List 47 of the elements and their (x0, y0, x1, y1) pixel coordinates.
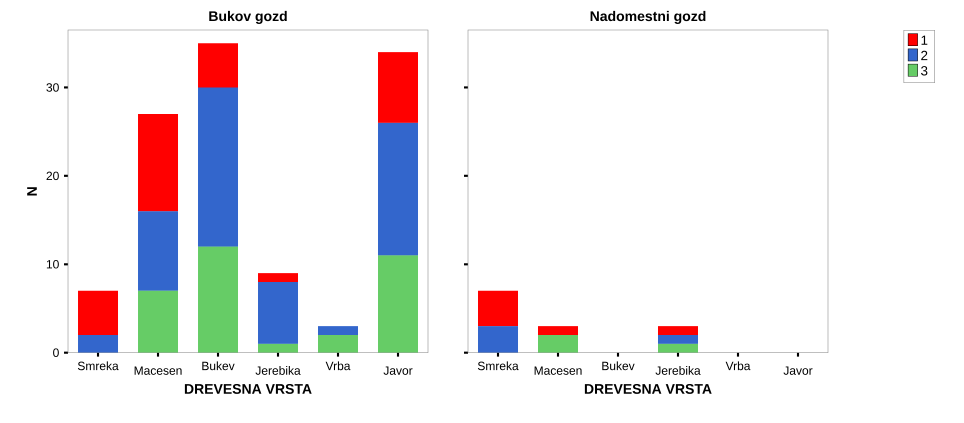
x-tick-label: Macesen (534, 366, 582, 375)
x-tick-label: Smreka (78, 362, 119, 370)
bar (198, 246, 238, 353)
bar (658, 344, 698, 353)
x-tick-label: Vrba (326, 362, 350, 370)
bar (138, 114, 178, 212)
y-tick-label: 0 (53, 348, 59, 358)
bar (78, 290, 118, 336)
chart-title: Bukov gozd (209, 11, 287, 24)
x-tick-label: Javor (384, 366, 412, 375)
bar (538, 335, 578, 353)
bar (378, 122, 418, 256)
x-tick-label: Bukev (602, 362, 635, 370)
bar (258, 344, 298, 353)
x-axis-title: DREVESNA VRSTA (584, 384, 712, 394)
bar (318, 326, 358, 336)
bar (258, 273, 298, 282)
bar (78, 335, 118, 353)
bar (378, 256, 418, 353)
legend-label: 1 (922, 36, 928, 45)
bar (378, 52, 418, 123)
bar (478, 326, 518, 353)
y-tick-label: 10 (46, 260, 59, 269)
bar (198, 88, 238, 247)
bar (318, 335, 358, 353)
x-tick-label: Jerebika (256, 366, 301, 375)
y-tick-label: 30 (46, 83, 59, 92)
y-tick-label: 20 (46, 172, 59, 180)
x-axis-title: DREVESNA VRSTA (184, 384, 312, 394)
x-tick-label: Bukev (202, 362, 235, 370)
y-axis-title: N (27, 187, 37, 196)
chart-title: Nadomestni gozd (590, 11, 706, 24)
x-tick-label: Smreka (478, 362, 519, 370)
legend-label: 3 (921, 66, 928, 76)
bar (258, 282, 298, 344)
bar (198, 43, 238, 88)
bar (538, 326, 578, 336)
bar (478, 290, 518, 326)
bar (658, 335, 698, 344)
x-tick-label: Macesen (134, 366, 182, 375)
x-tick-label: Javor (784, 366, 812, 375)
legend-label: 2 (921, 50, 928, 60)
bar (658, 326, 698, 336)
bar (138, 290, 178, 353)
bar (138, 211, 178, 291)
x-tick-label: Jerebika (656, 366, 701, 375)
x-tick-label: Vrba (726, 362, 750, 370)
